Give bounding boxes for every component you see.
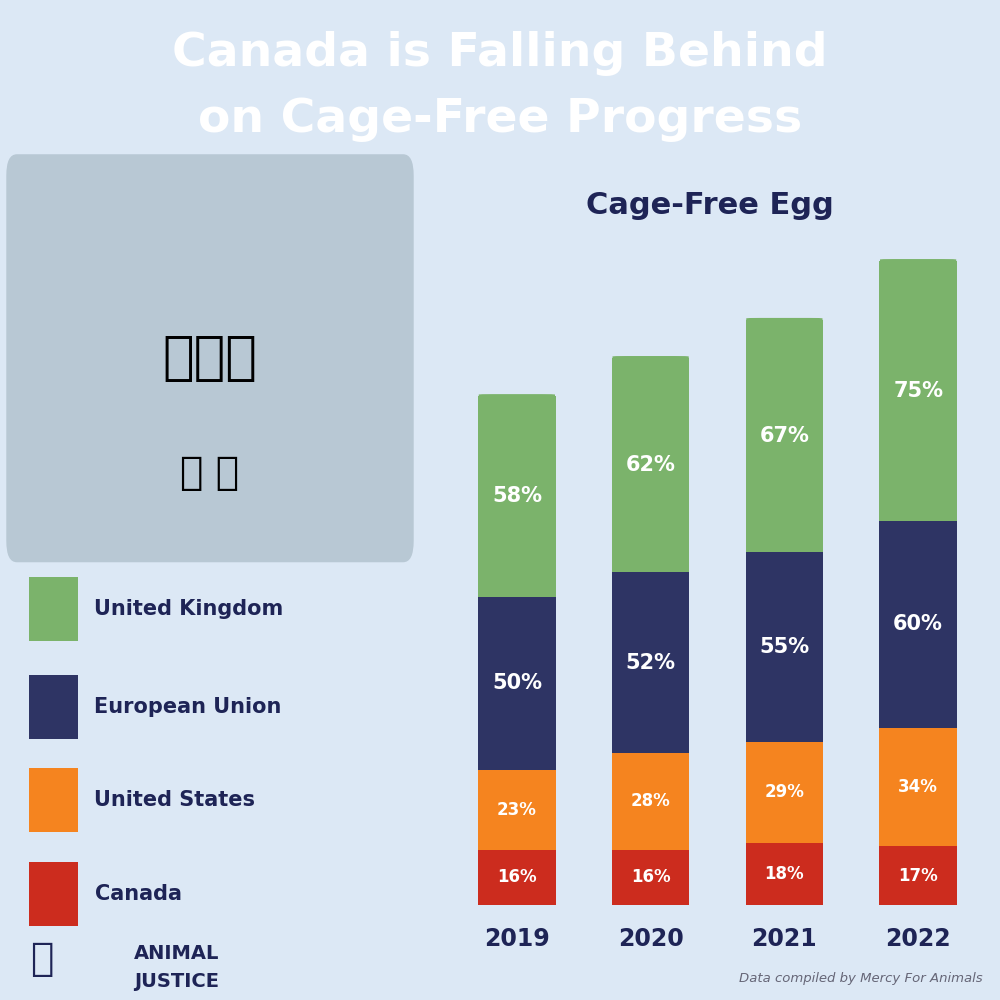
FancyBboxPatch shape (29, 577, 78, 641)
Text: Canada is Falling Behind: Canada is Falling Behind (172, 31, 828, 77)
Text: 62%: 62% (626, 455, 676, 475)
Text: Production Per Year: Production Per Year (539, 242, 881, 271)
Text: on Cage-Free Progress: on Cage-Free Progress (198, 98, 802, 142)
FancyBboxPatch shape (29, 768, 78, 832)
FancyBboxPatch shape (746, 318, 822, 330)
Text: 29%: 29% (764, 783, 804, 801)
Text: Cage-Free Egg: Cage-Free Egg (586, 191, 834, 220)
Bar (478, 597, 556, 770)
FancyBboxPatch shape (613, 356, 689, 369)
Text: European Union: European Union (94, 697, 282, 717)
Text: 18%: 18% (765, 865, 804, 883)
Text: Canada: Canada (94, 884, 182, 904)
Text: United States: United States (94, 790, 256, 810)
Text: 17%: 17% (898, 867, 938, 885)
Text: 75%: 75% (893, 381, 943, 401)
Bar (746, 552, 823, 742)
Text: 16%: 16% (497, 868, 537, 886)
Text: 23%: 23% (497, 801, 537, 819)
Bar (478, 396, 556, 597)
Bar (879, 261, 957, 521)
Bar (746, 742, 823, 843)
Text: 28%: 28% (631, 792, 670, 810)
Bar (879, 728, 957, 846)
FancyBboxPatch shape (479, 394, 555, 407)
Text: 58%: 58% (492, 486, 542, 506)
Bar (746, 320, 823, 552)
Bar (612, 572, 689, 753)
Text: 50%: 50% (492, 673, 542, 693)
Bar (612, 358, 689, 572)
Text: 34%: 34% (898, 778, 938, 796)
Bar (879, 846, 957, 905)
Text: United Kingdom: United Kingdom (94, 599, 284, 619)
Bar (612, 753, 689, 850)
Text: 67%: 67% (759, 426, 809, 446)
Text: ANIMAL: ANIMAL (134, 944, 220, 963)
Text: Data compiled by Mercy For Animals: Data compiled by Mercy For Animals (739, 972, 983, 985)
Bar (478, 850, 556, 905)
Bar (478, 770, 556, 850)
Text: 🐓🐓🐓: 🐓🐓🐓 (163, 332, 257, 384)
FancyBboxPatch shape (880, 259, 956, 272)
Bar (612, 850, 689, 905)
Text: 🕊: 🕊 (30, 940, 54, 978)
FancyBboxPatch shape (29, 675, 78, 739)
FancyBboxPatch shape (29, 862, 78, 926)
Text: 16%: 16% (631, 868, 670, 886)
Text: 60%: 60% (893, 614, 943, 634)
Text: 55%: 55% (759, 637, 809, 657)
Text: 🐔 🐔: 🐔 🐔 (180, 454, 240, 492)
FancyBboxPatch shape (6, 154, 414, 562)
Text: JUSTICE: JUSTICE (134, 972, 219, 991)
Bar (879, 521, 957, 728)
Bar (746, 843, 823, 905)
Text: 52%: 52% (626, 653, 676, 673)
